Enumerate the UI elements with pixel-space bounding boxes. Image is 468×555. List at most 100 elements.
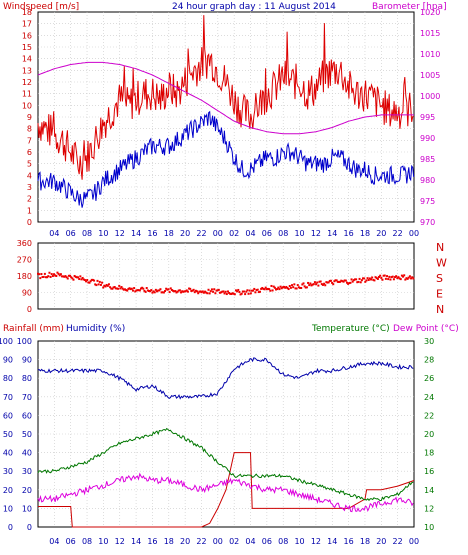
dir-point [288, 285, 291, 288]
dir-point [328, 279, 331, 282]
dir-point [137, 289, 140, 292]
wind-panel-xtick: 08 [82, 229, 92, 238]
rain-ytick: 70 [3, 393, 13, 402]
dir-point [193, 291, 196, 294]
dir-label: W [436, 257, 447, 270]
temp-ytick: 22 [424, 411, 434, 420]
ylabel-rainfall: Rainfall (mm) [3, 324, 64, 334]
rain-ytick: 50 [3, 430, 13, 439]
dir-point [336, 280, 339, 283]
wind-ytick: 17 [22, 20, 32, 29]
dir-point [50, 273, 53, 276]
dir-point [360, 279, 363, 282]
dir-point [394, 276, 397, 279]
dir-point [169, 287, 172, 290]
baro-ytick: 1000 [420, 92, 440, 101]
dir-point [387, 278, 390, 281]
dir-point [245, 290, 248, 293]
hum-ytick: 40 [22, 449, 32, 458]
dir-point [410, 277, 413, 280]
wind-panel-xtick: 00 [213, 229, 223, 238]
rain-panel-xtick: 02 [229, 537, 239, 546]
dir-point [104, 285, 107, 288]
dir-point [283, 285, 286, 288]
dir-point [176, 290, 179, 293]
dir-point [331, 281, 334, 284]
rain-panel-xtick: 12 [311, 537, 321, 546]
dir-point [257, 291, 260, 294]
dir-point [97, 283, 100, 286]
dir-point [287, 288, 290, 291]
dir-point [216, 289, 219, 292]
wind-ytick: 1 [27, 206, 32, 215]
wind-ytick: 12 [22, 78, 32, 87]
dir-point [64, 275, 67, 278]
dir-point [184, 290, 187, 293]
wind-ytick: 11 [22, 90, 32, 99]
dir-point [38, 273, 41, 276]
dir-point [353, 278, 356, 281]
dir-point [197, 292, 200, 295]
dir-point [289, 286, 292, 289]
dir-point [268, 288, 271, 291]
dir-point [262, 287, 265, 290]
dir-point [158, 289, 161, 292]
series-dew [37, 472, 414, 513]
dir-point [183, 290, 186, 293]
hum-ytick: 10 [22, 504, 32, 513]
dir-point [107, 283, 110, 286]
wind-ytick: 13 [22, 66, 32, 75]
dir-point [404, 278, 407, 281]
baro-ytick: 1010 [420, 50, 440, 59]
temp-ytick: 26 [424, 374, 434, 383]
dir-point [273, 286, 276, 289]
dir-point [259, 290, 262, 293]
dir-point [69, 274, 72, 277]
hum-ytick: 80 [22, 374, 32, 383]
dir-point [405, 277, 408, 280]
dir-point [238, 291, 241, 294]
dir-point [329, 279, 332, 282]
dir-point [160, 291, 163, 294]
rain-panel-xtick: 22 [393, 537, 403, 546]
dir-point [232, 292, 235, 295]
series-avg [37, 110, 415, 208]
wind-ytick: 8 [27, 125, 32, 134]
wind-ytick: 14 [22, 55, 32, 64]
dir-point [315, 283, 318, 286]
dir-point [252, 289, 255, 292]
baro-ytick: 990 [420, 134, 435, 143]
dir-point [279, 285, 282, 288]
dir-point [334, 279, 337, 282]
rain-panel-xtick: 16 [344, 537, 354, 546]
dir-point [131, 289, 134, 292]
dir-point [117, 287, 120, 290]
dir-point [373, 279, 376, 282]
ylabel-dewpoint: Dew Point (°C) [393, 324, 459, 334]
dir-point [80, 278, 83, 281]
wind-panel-xtick: 12 [311, 229, 321, 238]
dir-point [344, 279, 347, 282]
dir-point [95, 284, 98, 287]
dir-point [318, 280, 321, 283]
dir-point [190, 289, 193, 292]
dir-point [388, 275, 391, 278]
dir-point [337, 280, 340, 283]
dir-point [101, 281, 104, 284]
dir-point [303, 285, 306, 288]
dir-point [240, 292, 243, 295]
dir-point [332, 283, 335, 286]
dir-point [212, 290, 215, 293]
wind-panel-xtick: 18 [360, 229, 370, 238]
dir-point [149, 290, 152, 293]
dir-point [49, 275, 52, 278]
dir-point [207, 288, 210, 291]
chart-layer: 0123456789101112131415161718970975980985… [0, 8, 447, 546]
wind-panel-xtick: 20 [376, 229, 386, 238]
dir-point [39, 277, 42, 280]
dir-point [133, 287, 136, 290]
rain-panel-xtick: 20 [376, 537, 386, 546]
rain-ytick: 10 [3, 504, 13, 513]
rain-ytick: 20 [3, 486, 13, 495]
dir-point [351, 280, 354, 283]
